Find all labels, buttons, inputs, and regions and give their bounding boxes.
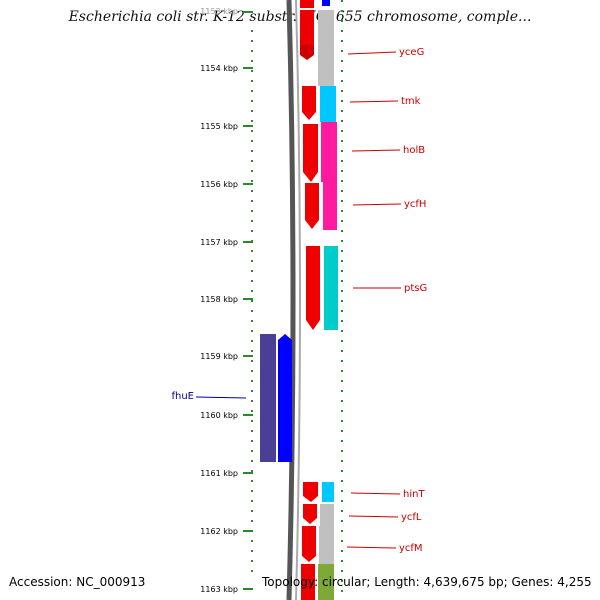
tick-label: 1156 kbp — [200, 180, 238, 189]
chromosome-backbone-outer — [286, 0, 296, 600]
gene-label-fhuE: fhuE — [171, 391, 194, 402]
gene-arrow-forward — [303, 124, 318, 182]
kbp-ticks: 1153 kbp 1154 kbp 1155 kbp 1156 kbp 1157… — [200, 7, 253, 594]
gene-arrow-forward — [306, 246, 320, 330]
gene-label-ycfH: ycfH — [404, 199, 426, 210]
gene-labels[interactable]: yceG tmk holB ycfH ptsG fhuE hinT ycfL y… — [171, 47, 427, 554]
gene-label-yceG: yceG — [399, 47, 424, 58]
tick-label: 1153 kbp — [200, 7, 238, 16]
gene-label-ptsG: ptsG — [404, 283, 427, 294]
gene-label-ycfL: ycfL — [401, 512, 422, 523]
gene-label-hinT: hinT — [403, 489, 425, 500]
tick-label: 1160 kbp — [200, 411, 238, 420]
genome-summary: Topology: circular; Length: 4,639,675 bp… — [262, 575, 592, 589]
gene-arrow-forward — [303, 504, 317, 524]
gene-label-ycfM: ycfM — [399, 543, 423, 554]
forward-strand-annotations — [318, 0, 338, 600]
map-title: Escherichia coli str. K-12 substr. MG165… — [68, 9, 532, 25]
gene-arrow-forward — [300, 0, 314, 8]
gene-arrow-forward — [305, 183, 319, 229]
tick-label: 1159 kbp — [200, 352, 238, 361]
reverse-strand-features[interactable] — [260, 334, 292, 462]
tick-label: 1155 kbp — [200, 122, 238, 131]
tick-label: 1162 kbp — [200, 527, 238, 536]
gene-arrow-reverse — [278, 334, 292, 462]
gene-arrow-forward — [300, 10, 314, 45]
tick-label: 1161 kbp — [200, 469, 238, 478]
tick-label: 1163 kbp — [200, 585, 238, 594]
gene-arrow-forward — [301, 564, 315, 600]
label-leaders — [195, 51, 402, 549]
tick-label: 1158 kbp — [200, 295, 238, 304]
gene-arrow-forward — [302, 86, 316, 120]
gene-annotation-block — [260, 334, 276, 462]
gene-arrow-forward — [302, 526, 316, 562]
tick-label: 1157 kbp — [200, 238, 238, 247]
gene-label-holB: holB — [403, 145, 425, 156]
gene-label-tmk: tmk — [401, 96, 421, 107]
forward-strand-features[interactable] — [300, 0, 320, 600]
gene-arrow-forward — [303, 482, 318, 502]
tick-label: 1154 kbp — [200, 64, 238, 73]
gene-arrow-forward — [300, 45, 314, 60]
accession-label: Accession: NC_000913 — [9, 575, 146, 589]
chromosome-backbone-inner — [295, 0, 301, 600]
